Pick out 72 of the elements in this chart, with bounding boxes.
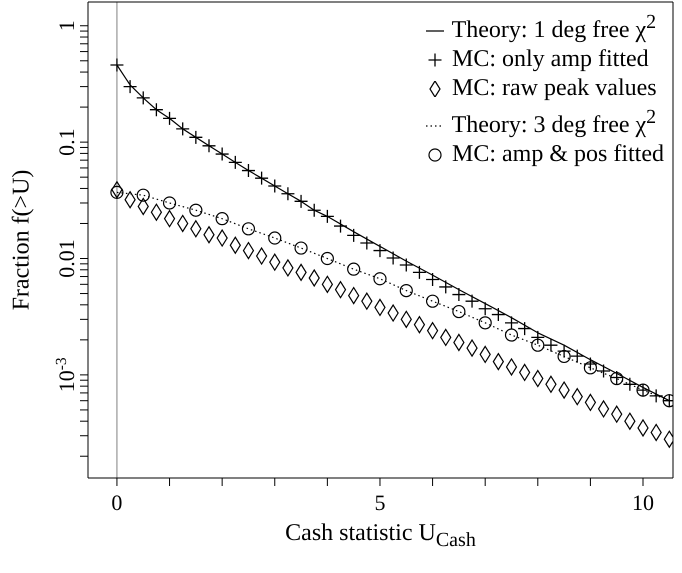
legend-label: MC: only amp fitted: [452, 46, 649, 72]
y-tick-label: 1: [54, 20, 79, 32]
point: [584, 361, 598, 374]
point: [294, 194, 308, 208]
point: [544, 338, 558, 352]
point: [215, 146, 230, 162]
legend-label: Theory: 1 deg free χ$^{2}$: [452, 11, 656, 43]
point: [452, 304, 466, 318]
point: [122, 79, 138, 94]
point: [426, 294, 440, 308]
point: [307, 203, 322, 218]
point: [360, 236, 374, 250]
point: [622, 377, 638, 392]
point: [438, 280, 453, 294]
point: [136, 188, 150, 202]
point: [149, 102, 164, 117]
point: [504, 316, 519, 330]
point: [110, 58, 124, 72]
point: [242, 222, 256, 236]
point: [596, 364, 611, 378]
point: [399, 258, 414, 272]
point: [452, 287, 466, 302]
x-axis-title: Cash statistic U$_{Cash}$: [284, 520, 477, 552]
point: [162, 111, 177, 126]
legend-label: Theory: 3 deg free χ$^{2}$: [452, 106, 656, 138]
point: [280, 186, 296, 201]
y-tick-label: 0.01: [54, 239, 79, 278]
point: [241, 163, 256, 178]
legend-label: MC: amp & pos fitted: [452, 141, 664, 167]
point: [570, 348, 584, 364]
point: [372, 243, 388, 258]
point: [583, 356, 598, 372]
point: [320, 252, 334, 266]
x-tick-label: 10: [632, 490, 654, 515]
point: [333, 218, 348, 234]
point: [320, 209, 335, 224]
point: [189, 204, 202, 217]
point: [649, 388, 664, 404]
point: [478, 316, 492, 330]
point: [202, 138, 216, 153]
point: [228, 155, 242, 170]
point: [188, 130, 203, 144]
y-axis-title: Fraction f(>U): [8, 170, 36, 310]
point: [268, 231, 282, 245]
legend-label: MC: raw peak values: [452, 75, 657, 101]
x-tick-label: 0: [111, 490, 122, 515]
point: [386, 250, 400, 266]
point: [347, 262, 360, 276]
point: [373, 272, 387, 286]
point: [558, 350, 571, 364]
point: [531, 338, 544, 352]
point: [556, 344, 572, 358]
point: [254, 171, 269, 186]
point: [425, 272, 440, 287]
point: [162, 196, 176, 210]
y-tick-label: 0.1: [54, 128, 79, 156]
point: [491, 307, 506, 322]
point: [268, 178, 282, 194]
point: [346, 228, 361, 243]
point: [400, 284, 413, 298]
point: [517, 321, 532, 336]
x-tick-label: 5: [374, 490, 386, 515]
point: [464, 294, 480, 308]
point: [136, 90, 150, 106]
point: [504, 328, 518, 342]
point: [478, 302, 492, 316]
point: [110, 186, 124, 199]
point: [294, 241, 308, 255]
point: [176, 122, 190, 136]
point: [530, 330, 545, 345]
point: [412, 265, 427, 280]
point: [216, 212, 229, 226]
